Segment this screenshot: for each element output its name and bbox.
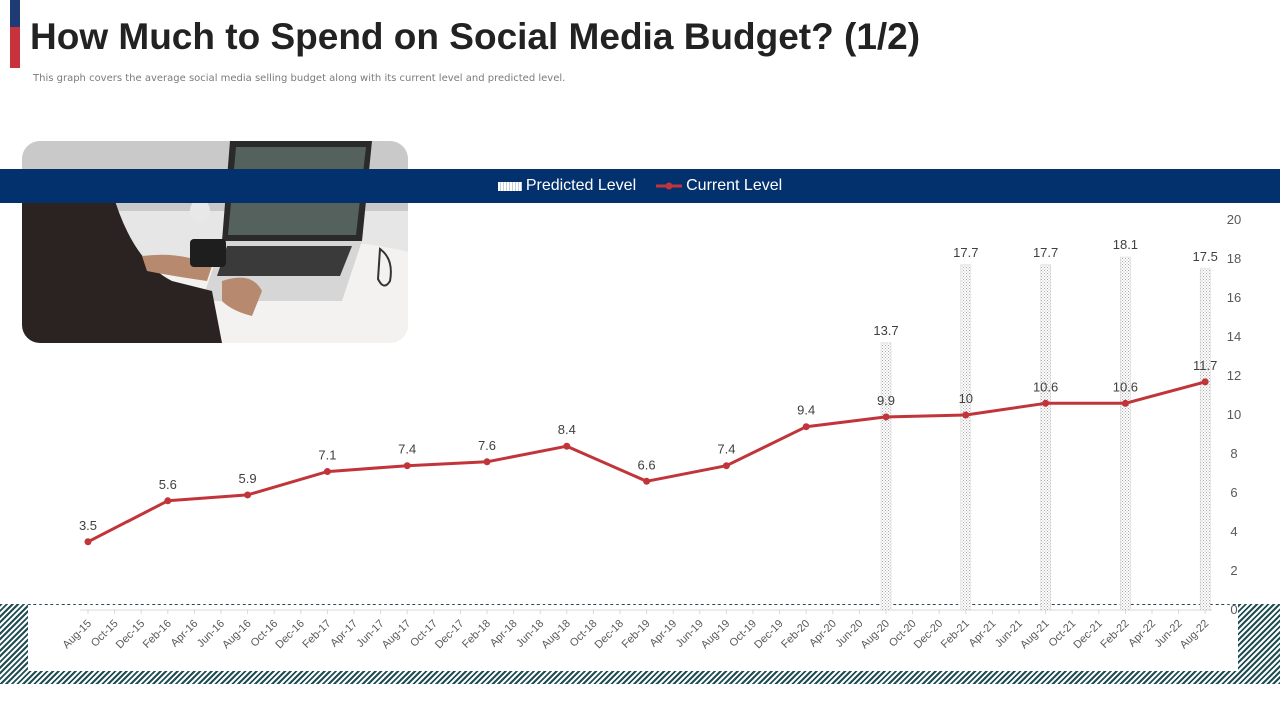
- x-tick-label: Feb-22: [1098, 618, 1131, 651]
- current-data-label: 10.6: [1113, 379, 1138, 394]
- current-level-point: [164, 497, 172, 505]
- current-data-label: 5.6: [159, 477, 177, 492]
- predicted-data-label: 17.5: [1193, 249, 1218, 264]
- x-tick-label: Dec-17: [433, 618, 467, 652]
- x-tick-label: Feb-19: [620, 618, 653, 651]
- current-level-point: [722, 462, 730, 470]
- x-tick-label: Feb-20: [779, 618, 812, 651]
- x-tick-label: Aug-21: [1018, 618, 1052, 652]
- current-data-label: 10: [959, 391, 973, 406]
- current-level-point: [563, 442, 571, 450]
- legend-label-current: Current Level: [686, 177, 783, 194]
- x-tick-label: Feb-21: [939, 618, 972, 651]
- x-tick-label: Aug-15: [61, 618, 95, 652]
- x-tick-label: Aug-19: [699, 618, 733, 652]
- x-tick-label: Apr-18: [488, 618, 520, 650]
- x-tick-label: Aug-20: [859, 618, 893, 652]
- x-tick-label: Apr-21: [967, 618, 999, 650]
- legend-item-current: Current Level: [656, 177, 782, 195]
- current-data-label: 5.9: [239, 471, 257, 486]
- page-title: How Much to Spend on Social Media Budget…: [30, 16, 921, 57]
- current-data-label: 7.4: [717, 442, 735, 457]
- y-tick-label: 12: [1227, 368, 1241, 383]
- current-data-label: 7.4: [398, 442, 416, 457]
- legend-label-predicted: Predicted Level: [525, 177, 637, 194]
- current-level-point: [882, 413, 890, 421]
- chart-panel-background: [28, 605, 1238, 671]
- x-tick-label: Dec-16: [273, 618, 307, 652]
- x-tick-label: Apr-16: [169, 618, 201, 650]
- x-tick-label: Dec-20: [912, 618, 946, 652]
- predicted-data-label: 17.7: [953, 245, 978, 260]
- x-tick-label: Dec-21: [1071, 618, 1105, 652]
- current-level-point: [643, 477, 651, 485]
- current-data-label: 6.6: [638, 457, 656, 472]
- x-tick-label: Apr-19: [647, 618, 679, 650]
- current-data-label: 7.6: [478, 438, 496, 453]
- axis-layer: 02468101214161820Aug-15Oct-15Dec-15Feb-1…: [61, 212, 1242, 651]
- current-level-point: [802, 423, 810, 431]
- x-tick-label: Dec-15: [114, 618, 148, 652]
- current-line-layer: [84, 378, 1209, 546]
- predicted-bar: [880, 342, 892, 611]
- current-level-point: [1042, 399, 1050, 407]
- current-data-label: 8.4: [558, 422, 576, 437]
- y-tick-label: 16: [1227, 290, 1241, 305]
- current-data-label: 3.5: [79, 518, 97, 533]
- x-tick-label: Apr-20: [807, 618, 839, 650]
- page-subtitle: This graph covers the average social med…: [33, 73, 566, 84]
- y-tick-label: 6: [1230, 485, 1237, 500]
- current-level-point: [244, 491, 252, 499]
- predicted-bar: [1199, 268, 1211, 611]
- current-data-label: 7.1: [318, 448, 336, 463]
- y-tick-label: 0: [1230, 602, 1237, 617]
- y-tick-label: 2: [1230, 563, 1237, 578]
- predicted-bar: [1040, 264, 1051, 611]
- current-level-point: [962, 411, 970, 419]
- legend-bar-swatch-icon: [497, 181, 522, 191]
- y-tick-label: 8: [1230, 446, 1237, 461]
- chart-legend: Predicted Level Current Level: [0, 169, 1280, 203]
- y-tick-label: 4: [1230, 524, 1237, 539]
- current-level-point: [84, 538, 92, 546]
- x-tick-label: Aug-17: [380, 618, 414, 652]
- x-tick-label: Aug-16: [220, 618, 254, 652]
- x-tick-label: Apr-22: [1126, 618, 1158, 650]
- x-tick-label: Feb-17: [300, 618, 333, 651]
- predicted-bar: [1120, 256, 1131, 611]
- current-data-label: 9.9: [877, 393, 895, 408]
- data-label-layer: 13.7 17.7 17.7 18.1 17.5 3.5 5.6 5.9 7.1 7.4 7.6 8.…: [79, 237, 1218, 533]
- current-level-point: [323, 468, 331, 476]
- predicted-bar: [960, 264, 972, 611]
- legend-item-predicted: Predicted Level: [497, 177, 637, 195]
- x-tick-label: Dec-18: [593, 618, 627, 652]
- predicted-data-label: 17.7: [1033, 245, 1058, 260]
- legend-line-swatch-icon: [656, 182, 683, 190]
- current-data-label: 11.7: [1193, 358, 1217, 373]
- y-tick-label: 18: [1227, 251, 1241, 266]
- x-tick-label: Apr-17: [328, 618, 360, 650]
- title-accent-bar: [10, 0, 20, 68]
- current-level-point: [483, 458, 491, 466]
- current-level-point: [1121, 399, 1129, 407]
- predicted-data-label: 18.1: [1113, 237, 1138, 252]
- x-tick-label: Feb-16: [141, 618, 174, 651]
- x-tick-label: Aug-22: [1178, 618, 1212, 652]
- current-level-point: [1201, 378, 1209, 386]
- y-tick-label: 20: [1227, 212, 1241, 227]
- x-tick-label: Feb-18: [460, 618, 493, 651]
- x-tick-label: Aug-18: [539, 618, 573, 652]
- x-tick-label: Dec-19: [752, 618, 786, 652]
- current-data-label: 10.6: [1033, 379, 1058, 394]
- y-tick-label: 10: [1227, 407, 1241, 422]
- predicted-bars-layer: [880, 256, 1211, 611]
- predicted-data-label: 13.7: [873, 323, 898, 338]
- y-tick-label: 14: [1227, 329, 1241, 344]
- current-level-point: [403, 462, 411, 470]
- current-data-label: 9.4: [797, 403, 815, 418]
